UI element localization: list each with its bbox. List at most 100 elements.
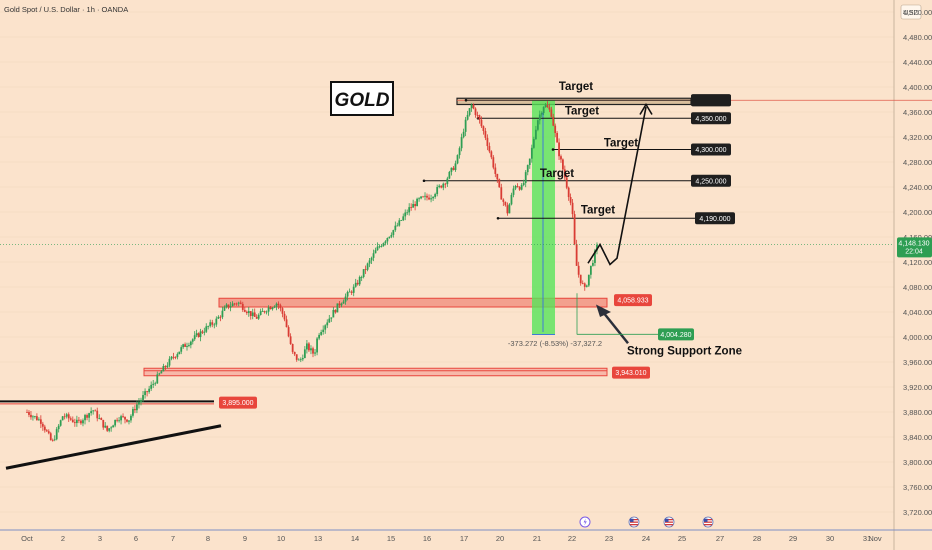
level-price-tag-text: 4,350.000 xyxy=(695,116,726,123)
chart-title: Gold Spot / U.S. Dollar · 1h · OANDA xyxy=(4,5,128,14)
candle-down xyxy=(71,419,74,423)
lower-support-zone xyxy=(143,367,608,377)
candle-up xyxy=(434,194,437,197)
candle-up xyxy=(120,416,122,421)
candle-down xyxy=(197,333,200,338)
candle-up xyxy=(362,269,365,278)
candle-down xyxy=(116,419,118,421)
x-tick-label: 2 xyxy=(61,534,65,543)
projection-arrow-head xyxy=(639,102,653,115)
candle-up xyxy=(306,343,308,350)
candle-down xyxy=(28,412,30,415)
current-price-tag[interactable] xyxy=(897,237,932,258)
candle-up xyxy=(275,303,278,307)
event-icons[interactable] xyxy=(579,516,714,528)
price-axis[interactable]: USD xyxy=(893,0,922,550)
candle-up xyxy=(32,416,34,418)
candle-up xyxy=(88,413,90,418)
target-annotation: Target xyxy=(559,81,593,93)
y-tick-label: 3,920.000 xyxy=(903,383,932,392)
level-price-tag[interactable] xyxy=(691,143,731,156)
candle-up xyxy=(265,311,268,313)
candle-up xyxy=(195,333,198,336)
candle-down xyxy=(47,431,50,434)
candle-down xyxy=(414,203,417,207)
candle-down xyxy=(498,179,501,188)
candle-down xyxy=(106,425,109,431)
x-tick-label: 9 xyxy=(243,534,247,543)
candle-up xyxy=(261,311,264,312)
zone-price-tag[interactable] xyxy=(219,396,257,409)
zone-price-tag[interactable] xyxy=(614,294,652,307)
candle-down xyxy=(556,133,559,143)
zone-price-tag[interactable] xyxy=(612,366,650,379)
level-price-tag[interactable] xyxy=(691,174,731,187)
candle-up xyxy=(154,383,157,385)
level-price-tag[interactable] xyxy=(695,212,735,225)
candle-down xyxy=(291,343,294,352)
candle-up xyxy=(90,411,93,414)
candle-down xyxy=(41,423,44,427)
candle-up xyxy=(402,216,405,221)
countdown-text: 22:04 xyxy=(905,248,923,255)
y-tick-label: 4,200.000 xyxy=(903,208,932,217)
candle-down xyxy=(211,322,214,325)
candle-down xyxy=(80,420,82,424)
candle-down xyxy=(100,418,103,420)
candle-up xyxy=(360,277,363,278)
level-price-tag-text: 4,250.000 xyxy=(695,178,726,185)
candle-up xyxy=(458,148,461,156)
candle-up xyxy=(53,439,56,441)
candle-down xyxy=(550,109,553,117)
candle-up xyxy=(514,185,517,189)
candle-up xyxy=(152,383,155,385)
peak-price-tag[interactable] xyxy=(691,94,731,107)
level-price-tag[interactable] xyxy=(691,112,731,125)
measure-layer: -373.272 (-8.53%) -37,327.2 xyxy=(508,100,602,348)
candle-up xyxy=(225,304,228,308)
y-tick-label: 3,720.000 xyxy=(903,508,932,517)
candle-up xyxy=(217,316,220,319)
candle-up xyxy=(108,428,111,431)
candle-down xyxy=(504,201,507,206)
candle-up xyxy=(352,286,355,293)
y-tick-label: 4,440.000 xyxy=(903,58,932,67)
candle-up xyxy=(384,241,387,244)
candle-down xyxy=(245,311,248,314)
x-tick-label: 10 xyxy=(277,534,285,543)
candle-up xyxy=(148,388,151,393)
target-annotation: Target xyxy=(540,168,574,180)
candle-up xyxy=(318,334,321,339)
candle-down xyxy=(96,410,99,419)
candle-down xyxy=(281,308,284,314)
candle-up xyxy=(534,129,537,140)
candle-down xyxy=(488,146,491,152)
candle-up xyxy=(136,404,138,411)
candle-down xyxy=(482,126,485,131)
us-flag-icon[interactable] xyxy=(663,516,675,528)
candle-down xyxy=(86,415,88,418)
candle-up xyxy=(454,163,457,171)
zone-price-tag-text: 3,895.000 xyxy=(222,400,253,407)
us-flag-icon[interactable] xyxy=(628,516,640,528)
candle-up xyxy=(150,384,153,389)
y-tick-label: 4,040.000 xyxy=(903,308,932,317)
y-tick-label: 4,320.000 xyxy=(903,133,932,142)
support-price-tag[interactable] xyxy=(658,328,694,341)
candle-down xyxy=(440,185,443,188)
us-flag-icon[interactable] xyxy=(702,516,714,528)
x-tick-label: 23 xyxy=(605,534,613,543)
candle-down xyxy=(126,419,128,422)
candle-up xyxy=(229,306,232,308)
currency-badge[interactable] xyxy=(900,4,922,20)
candle-up xyxy=(412,203,415,208)
x-tick-label: 15 xyxy=(387,534,395,543)
candle-down xyxy=(51,440,54,441)
candle-down xyxy=(486,137,489,147)
zone-price-tag-text: 3,943.010 xyxy=(615,370,646,377)
candle-up xyxy=(259,311,262,315)
candle-down xyxy=(492,157,495,168)
lightning-icon-glyph xyxy=(583,518,587,526)
